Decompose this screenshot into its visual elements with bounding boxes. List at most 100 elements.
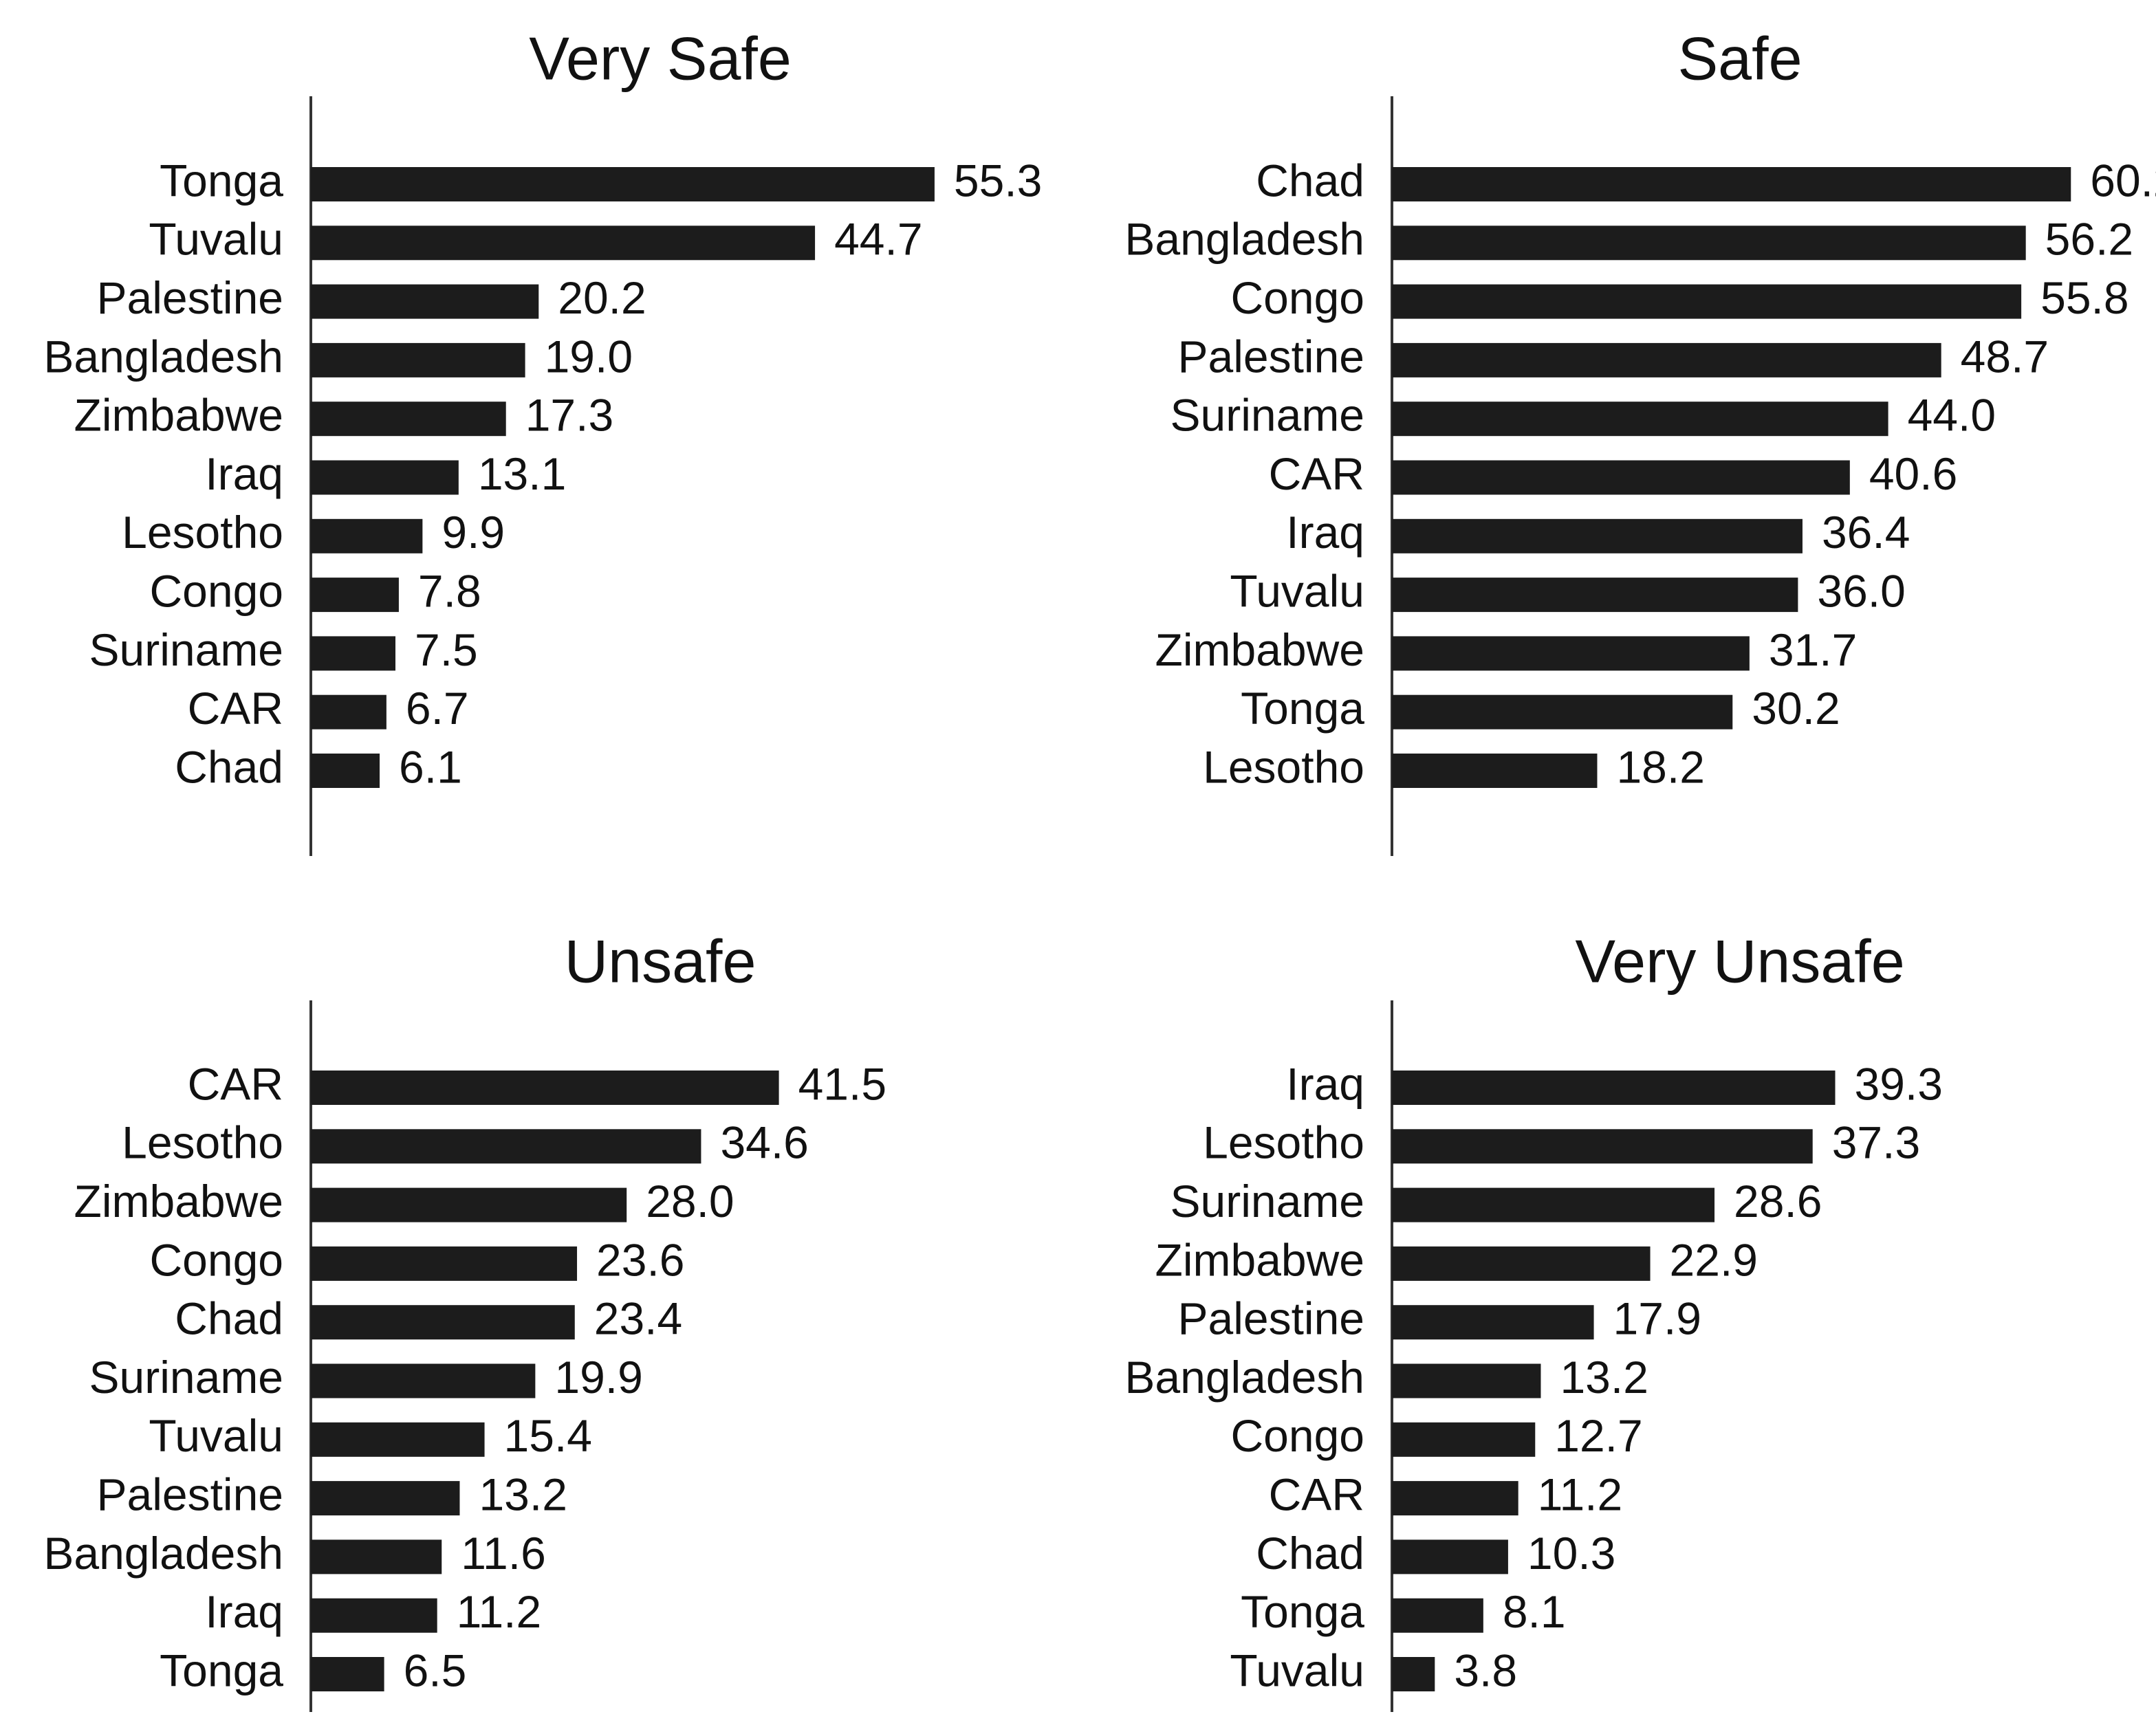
value-label: 13.2 [479,1469,567,1520]
value-label: 31.7 [1769,624,1857,675]
bar-very-safe-bangladesh [311,342,525,377]
value-label: 6.5 [404,1645,467,1695]
value-label: 30.2 [1752,683,1840,734]
category-label: Palestine [96,272,283,323]
value-label: 22.9 [1670,1234,1758,1285]
category-label: Tuvalu [149,214,283,265]
bar-very-safe-suriname [311,636,395,671]
value-label: 7.8 [418,566,481,617]
value-label: 23.6 [596,1234,684,1285]
category-label: Tonga [160,155,283,206]
category-label: Iraq [1286,1058,1364,1109]
bar-very-safe-zimbabwe [311,402,506,437]
bar-very-safe-chad [311,754,380,788]
bar-very-unsafe-bangladesh [1392,1363,1541,1398]
category-label: Palestine [1177,331,1364,382]
panel-title-unsafe: Unsafe [565,927,756,995]
value-label: 36.0 [1817,566,1905,617]
bar-very-unsafe-tuvalu [1392,1657,1435,1691]
bar-safe-bangladesh [1392,226,2026,261]
bar-unsafe-congo [311,1246,578,1281]
value-label: 56.2 [2045,214,2133,265]
value-label: 55.3 [954,155,1042,206]
value-label: 34.6 [720,1117,808,1168]
category-label: Tonga [1241,683,1364,734]
category-label: CAR [1269,448,1364,499]
bar-unsafe-chad [311,1305,575,1340]
value-label: 9.9 [442,507,505,558]
bar-safe-zimbabwe [1392,636,1750,671]
category-label: CAR [188,1058,283,1109]
panel-title-safe: Safe [1677,24,1802,92]
value-label: 40.6 [1869,448,1957,499]
bar-very-safe-iraq [311,460,459,495]
bar-very-safe-car [311,694,386,729]
value-label: 20.2 [558,272,646,323]
value-label: 55.8 [2040,272,2128,323]
value-label: 48.7 [1961,331,2049,382]
bar-safe-chad [1392,167,2071,201]
category-label: Zimbabwe [1155,624,1364,675]
value-label: 11.6 [461,1528,546,1579]
category-label: Zimbabwe [74,390,283,441]
value-label: 7.5 [415,624,478,675]
category-label: Zimbabwe [74,1176,283,1227]
value-label: 41.5 [798,1058,886,1109]
value-label: 11.2 [1538,1469,1623,1520]
category-label: Chad [1256,1528,1364,1579]
category-label: Chad [1256,155,1364,206]
bar-very-safe-congo [311,578,399,613]
category-label: Zimbabwe [1155,1234,1364,1285]
bar-unsafe-bangladesh [311,1539,442,1574]
category-label: Tuvalu [1230,1645,1364,1695]
category-label: Tuvalu [149,1410,283,1461]
value-label: 8.1 [1503,1586,1566,1637]
category-label: Congo [150,566,284,617]
value-label: 18.2 [1616,741,1704,792]
bar-very-unsafe-lesotho [1392,1129,1813,1164]
value-label: 10.3 [1527,1528,1615,1579]
bar-very-unsafe-iraq [1392,1071,1836,1105]
value-label: 23.4 [594,1293,682,1344]
bar-unsafe-iraq [311,1598,437,1633]
bar-unsafe-lesotho [311,1129,701,1164]
panel-title-very-safe: Very Safe [529,24,792,92]
bar-safe-suriname [1392,402,1888,437]
category-label: Suriname [1170,1176,1364,1227]
category-label: CAR [1269,1469,1364,1520]
value-label: 17.9 [1613,1293,1701,1344]
value-label: 36.4 [1822,507,1910,558]
bar-safe-iraq [1392,518,1803,553]
bar-safe-lesotho [1392,754,1598,788]
bar-very-unsafe-suriname [1392,1187,1715,1222]
bar-unsafe-tuvalu [311,1422,485,1457]
value-label: 44.0 [1908,390,1996,441]
bar-very-unsafe-car [1392,1481,1518,1516]
bar-very-safe-tuvalu [311,226,816,261]
bar-very-unsafe-palestine [1392,1305,1594,1340]
bar-very-safe-lesotho [311,518,423,553]
panel-safe: Safe Chad 60.2 Bangladesh 56.2 Congo 55.8 Pales… [1124,24,2156,856]
category-label: Chad [175,1293,283,1344]
bar-very-unsafe-zimbabwe [1392,1246,1651,1281]
bar-very-unsafe-tonga [1392,1598,1483,1633]
category-label: Congo [1231,272,1365,323]
value-label: 28.0 [646,1176,734,1227]
category-label: Iraq [1286,507,1364,558]
bar-safe-palestine [1392,342,1941,377]
bar-safe-car [1392,460,1850,495]
category-label: Iraq [205,1586,283,1637]
value-label: 13.2 [1560,1352,1648,1403]
category-label: Bangladesh [43,331,283,382]
category-label: Congo [150,1234,284,1285]
category-label: Lesotho [1203,1117,1364,1168]
category-label: Chad [175,741,283,792]
bar-unsafe-suriname [311,1363,536,1398]
value-label: 12.7 [1554,1410,1642,1461]
panel-title-very-unsafe: Very Unsafe [1575,927,1904,995]
category-label: CAR [188,683,283,734]
value-label: 44.7 [834,214,922,265]
category-label: Iraq [205,448,283,499]
category-label: Suriname [89,624,283,675]
